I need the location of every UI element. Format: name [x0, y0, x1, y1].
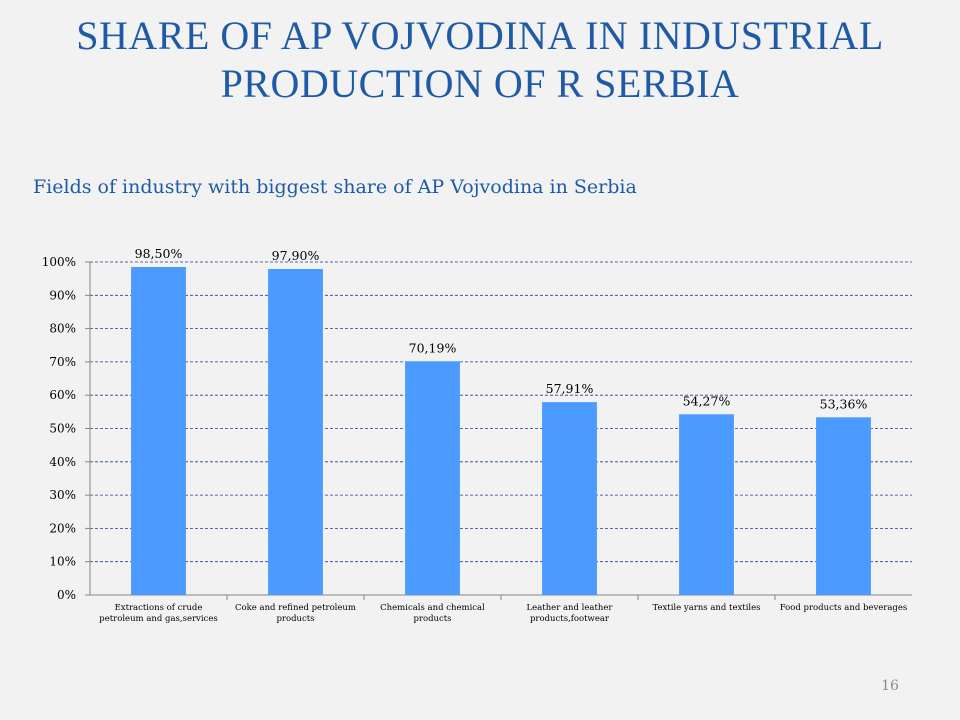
category-label: Chemicals and chemical products: [380, 603, 485, 624]
gridlines: [90, 261, 912, 563]
category-labels: Extractions of crude petroleum and gas,se…: [99, 603, 907, 624]
data-label: 97,90%: [272, 248, 320, 263]
bar: [131, 266, 186, 595]
y-tick-label: 10%: [49, 555, 76, 569]
category-label: Textile yarns and textiles: [652, 603, 760, 613]
category-label: Leather and leather products,footwear: [527, 603, 614, 624]
y-tick-label: 70%: [49, 355, 76, 369]
y-tick-label: 50%: [49, 422, 76, 436]
data-label: 70,19%: [409, 340, 457, 355]
y-tick-label: 0%: [57, 588, 76, 602]
y-tick-label: 30%: [49, 488, 76, 502]
bar: [679, 414, 734, 595]
category-label: Extractions of crude petroleum and gas,se…: [99, 603, 217, 624]
data-label: 54,27%: [683, 393, 731, 408]
data-label: 53,36%: [820, 396, 868, 411]
bar: [405, 361, 460, 595]
category-label: Coke and refined petroleum products: [235, 603, 356, 624]
page-number: 16: [881, 678, 899, 694]
axes: 0% 10% 20% 30% 40% 50% 60% 70% 80% 90% 100%: [42, 255, 912, 602]
y-tick-label: 40%: [49, 455, 76, 469]
y-tick-label: 20%: [49, 521, 76, 535]
y-tick-label: 90%: [49, 288, 76, 302]
bar: [542, 402, 597, 595]
chart-title: Fields of industry with biggest share of…: [33, 176, 637, 198]
bars: [131, 266, 871, 595]
data-label: 57,91%: [546, 381, 594, 396]
data-labels: 98,50% 97,90% 70,19% 57,91% 54,27% 53,36%: [135, 246, 868, 411]
category-label: Food products and beverages: [780, 603, 908, 613]
data-label: 98,50%: [135, 246, 183, 261]
bar: [816, 417, 871, 595]
slide-title: SHARE OF AP VOJVODINA IN INDUSTRIAL PROD…: [40, 12, 920, 108]
slide-title-line-1: SHARE OF AP VOJVODINA IN INDUSTRIAL: [76, 13, 884, 58]
y-tick-label: 80%: [49, 322, 76, 336]
y-tick-label: 60%: [49, 388, 76, 402]
bar: [268, 268, 323, 595]
slide-title-line-2: PRODUCTION OF R SERBIA: [220, 61, 740, 106]
y-tick-label: 100%: [42, 255, 76, 269]
